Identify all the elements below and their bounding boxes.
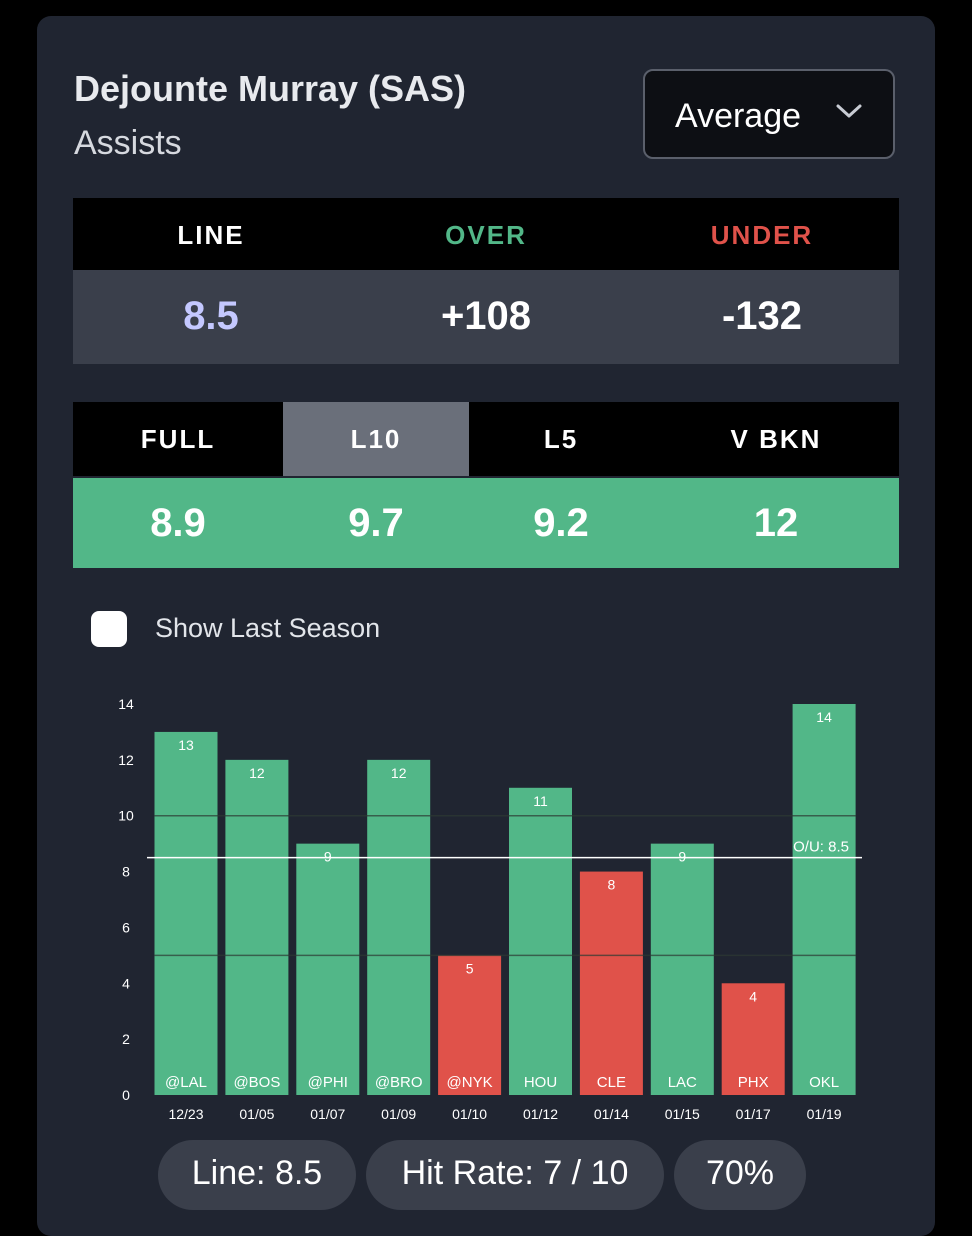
tab-l5[interactable]: L5 [543, 424, 579, 454]
x-tick-label: 01/17 [736, 1106, 771, 1122]
avg-full-value: 8.9 [150, 501, 206, 545]
hit-rate-pill: Hit Rate: 7 / 10 [366, 1140, 664, 1210]
bar-opponent-label: HOU [524, 1074, 557, 1091]
bar-value-label: 9 [678, 849, 686, 865]
bar [650, 843, 714, 1095]
bar-opponent-label: PHX [738, 1074, 769, 1091]
bar-opponent-label: CLE [597, 1074, 626, 1091]
y-tick-label: 8 [122, 864, 130, 880]
assists-bar-chart: 0 2 4 6 8 10 12 14 13 @LAL 12/23 12 @BOS 01/05 9 @PHI 01… [118, 696, 862, 1122]
line-value: 8.5 [183, 294, 239, 338]
bar [792, 704, 856, 1095]
line-pill: Line: 8.5 [158, 1140, 356, 1210]
hit-percent-pill: 70% [674, 1140, 806, 1210]
x-tick-label: 01/15 [665, 1106, 700, 1122]
tab-vs-bkn[interactable]: V BKN [730, 424, 822, 454]
y-tick-label: 14 [118, 696, 134, 712]
avg-l5-value: 9.2 [533, 501, 589, 545]
bar-value-label: 12 [249, 765, 265, 781]
odds-table: LINE OVER UNDER 8.5 +108 -132 [73, 198, 899, 364]
average-values: 8.9 9.7 9.2 12 [73, 478, 899, 568]
line-header: LINE [177, 220, 245, 250]
odds-table-header: LINE OVER UNDER [73, 198, 899, 270]
bar-opponent-label: @LAL [165, 1074, 207, 1091]
avg-vs-bkn-value: 12 [753, 501, 799, 545]
x-tick-label: 01/12 [523, 1106, 558, 1122]
x-tick-label: 01/10 [452, 1106, 487, 1122]
bar-opponent-label: LAC [668, 1074, 697, 1091]
bar-value-label: 9 [324, 849, 332, 865]
bar-opponent-label: @BOS [233, 1074, 280, 1091]
y-tick-label: 6 [122, 919, 130, 935]
bar-value-label: 5 [466, 960, 474, 976]
tab-full[interactable]: FULL [140, 424, 216, 454]
bar-opponent-label: @BRO [375, 1074, 423, 1091]
x-tick-label: 01/14 [594, 1106, 629, 1122]
bar [579, 871, 643, 1095]
under-odds: -132 [721, 294, 803, 338]
over-header: OVER [445, 220, 527, 250]
x-tick-label: 01/05 [239, 1106, 274, 1122]
average-dropdown[interactable]: Average [643, 69, 895, 159]
over-under-label: O/U: 8.5 [793, 839, 849, 856]
bar-value-label: 13 [178, 737, 194, 753]
bar-opponent-label: @NYK [447, 1074, 493, 1091]
under-header: UNDER [710, 220, 814, 250]
average-table: FULL L10 L5 V BKN 8.9 9.7 9.2 12 [73, 402, 899, 570]
stat-category: Assists [74, 124, 182, 162]
bar-value-label: 11 [533, 793, 548, 809]
show-last-season-label: Show Last Season [155, 613, 381, 643]
tab-l10[interactable]: L10 [283, 402, 469, 476]
x-tick-label: 01/09 [381, 1106, 416, 1122]
bar [225, 759, 289, 1095]
bar [154, 731, 218, 1095]
dropdown-selected-label: Average [675, 97, 802, 135]
chevron-down-icon [836, 104, 862, 118]
x-tick-label: 12/23 [168, 1106, 203, 1122]
bar-opponent-label: @PHI [308, 1074, 348, 1091]
bar [509, 787, 572, 1095]
bar-opponent-label: OKL [809, 1074, 839, 1091]
bar [367, 759, 431, 1095]
player-name: Dejounte Murray (SAS) [74, 68, 467, 109]
y-tick-label: 4 [122, 975, 130, 991]
bar [721, 983, 785, 1095]
average-tabs: FULL L10 L5 V BKN [73, 402, 899, 476]
bar-value-label: 14 [816, 709, 832, 725]
y-tick-label: 2 [122, 1031, 130, 1047]
x-tick-label: 01/07 [310, 1106, 345, 1122]
show-last-season-checkbox[interactable] [91, 611, 127, 647]
y-tick-label: 10 [118, 808, 134, 824]
bar [438, 955, 502, 1095]
y-tick-label: 0 [122, 1087, 130, 1103]
bar-value-label: 4 [749, 988, 757, 1004]
y-tick-label: 12 [118, 752, 134, 768]
x-tick-label: 01/19 [807, 1106, 842, 1122]
avg-l10-value: 9.7 [348, 501, 404, 545]
bar-value-label: 8 [608, 877, 616, 893]
over-odds: +108 [440, 294, 532, 338]
bar-value-label: 12 [391, 765, 407, 781]
odds-table-values: 8.5 +108 -132 [73, 270, 899, 364]
bar [296, 843, 360, 1095]
